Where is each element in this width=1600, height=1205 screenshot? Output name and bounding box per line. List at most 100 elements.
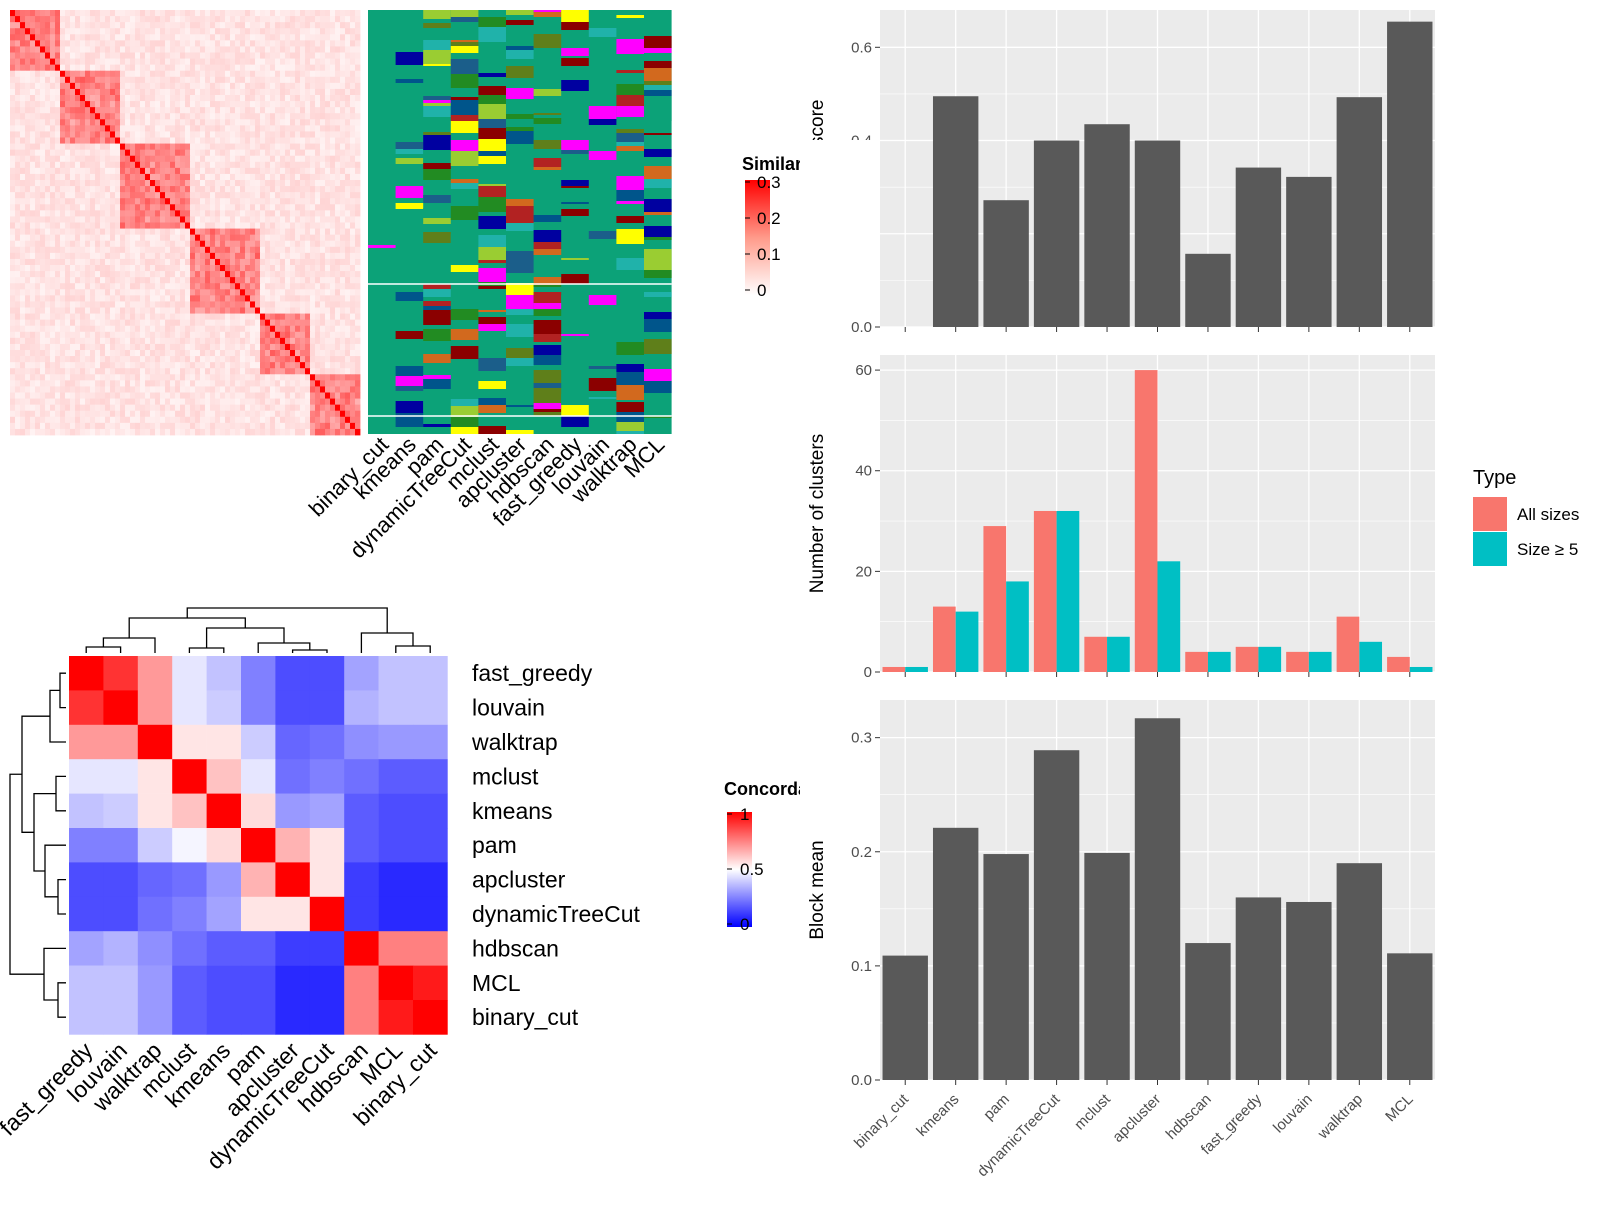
similarity-cell <box>330 40 336 47</box>
similarity-cell <box>95 374 101 381</box>
similarity-cell <box>125 125 131 132</box>
similarity-cell <box>185 210 191 217</box>
similarity-cell <box>220 22 226 29</box>
similarity-cell <box>70 149 76 157</box>
similarity-cell <box>305 301 311 308</box>
similarity-cell <box>215 16 221 23</box>
similarity-cell <box>110 46 116 53</box>
similarity-cell <box>70 58 76 66</box>
similarity-cell <box>290 173 296 181</box>
similarity-cell <box>75 180 81 187</box>
similarity-cell <box>210 10 216 17</box>
similarity-cell <box>350 22 356 29</box>
similarity-cell <box>75 88 81 96</box>
similarity-cell <box>205 343 211 351</box>
similarity-cell <box>275 258 281 266</box>
similarity-cell <box>290 192 296 199</box>
similarity-cell <box>15 28 21 35</box>
similarity-cell <box>340 380 346 387</box>
similarity-cell <box>270 416 276 424</box>
similarity-cell <box>255 374 261 381</box>
similarity-cell <box>80 186 86 193</box>
similarity-cell <box>260 70 266 78</box>
similarity-cell <box>25 119 31 126</box>
similarity-cell <box>140 289 146 296</box>
similarity-cell <box>235 40 241 47</box>
similarity-cell <box>240 46 246 53</box>
similarity-cell <box>230 252 236 260</box>
similarity-cell <box>200 240 206 248</box>
similarity-cell <box>245 119 251 126</box>
similarity-cell <box>225 386 231 393</box>
similarity-cell <box>70 410 76 418</box>
similarity-cell <box>190 28 196 35</box>
similarity-cell <box>325 186 331 193</box>
similarity-cell <box>280 107 286 114</box>
similarity-cell <box>55 173 61 181</box>
similarity-cell <box>305 289 311 296</box>
similarity-cell <box>325 40 331 47</box>
similarity-cell <box>330 240 336 248</box>
similarity-cell <box>40 356 46 363</box>
similarity-cell <box>100 295 106 302</box>
similarity-cell <box>30 343 36 351</box>
cluster-label-cell <box>395 386 424 391</box>
similarity-cell <box>150 258 156 266</box>
similarity-cell <box>55 101 61 108</box>
similarity-cell <box>140 398 146 406</box>
similarity-cell <box>100 343 106 351</box>
similarity-cell <box>110 125 116 132</box>
similarity-cell <box>270 265 276 272</box>
similarity-cell <box>105 380 111 387</box>
similarity-cell <box>285 252 291 260</box>
similarity-cell <box>35 271 41 278</box>
similarity-cell <box>135 40 141 47</box>
similarity-cell <box>155 82 161 90</box>
similarity-cell <box>50 204 56 211</box>
similarity-cell <box>330 64 336 72</box>
similarity-cell <box>30 101 36 108</box>
similarity-cell <box>160 277 166 284</box>
similarity-cell <box>25 350 31 357</box>
similarity-cell <box>275 131 281 138</box>
similarity-cell <box>135 416 141 424</box>
similarity-cell <box>130 22 136 29</box>
similarity-cell <box>165 392 171 399</box>
similarity-cell <box>110 368 116 375</box>
similarity-cell <box>205 210 211 217</box>
similarity-cell <box>260 325 266 333</box>
similarity-cell <box>25 277 31 284</box>
similarity-cell <box>135 180 141 187</box>
similarity-cell <box>130 88 136 96</box>
similarity-cell <box>340 82 346 90</box>
similarity-cell <box>75 64 81 72</box>
similarity-cell <box>35 70 41 78</box>
similarity-cell <box>215 167 221 175</box>
similarity-cell <box>300 398 306 406</box>
similarity-cell <box>130 101 136 108</box>
similarity-cell <box>15 404 21 412</box>
similarity-cell <box>20 422 26 430</box>
similarity-cell <box>50 350 56 357</box>
similarity-cell <box>205 283 211 290</box>
similarity-cell <box>300 228 306 236</box>
similarity-cell <box>165 204 171 211</box>
similarity-cell <box>210 40 216 47</box>
similarity-cell <box>110 319 116 327</box>
similarity-cell <box>85 88 91 96</box>
similarity-cell <box>160 173 166 181</box>
similarity-cell <box>200 331 206 339</box>
similarity-cell <box>40 331 46 339</box>
similarity-cell <box>70 204 76 211</box>
similarity-cell <box>15 70 21 78</box>
similarity-cell <box>180 46 186 53</box>
similarity-cell <box>235 149 241 157</box>
similarity-cell <box>310 216 316 223</box>
similarity-cell <box>215 161 221 169</box>
similarity-cell <box>25 392 31 399</box>
similarity-cell <box>305 350 311 357</box>
similarity-cell <box>30 325 36 333</box>
similarity-cell <box>80 398 86 406</box>
similarity-cell <box>195 192 201 199</box>
cluster-label-cell <box>423 100 451 103</box>
